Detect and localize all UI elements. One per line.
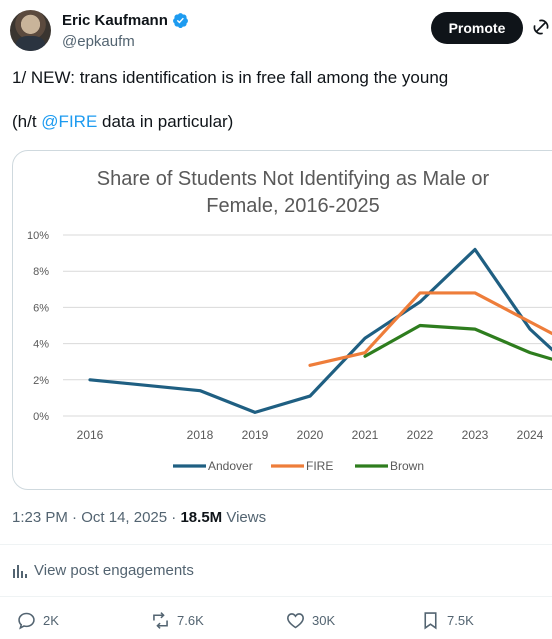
x-tick-label: 2016 [77, 428, 104, 442]
y-tick-label: 4% [33, 339, 49, 351]
tweet-line-1: 1/ NEW: trans identification is in free … [12, 68, 449, 87]
tweet-date[interactable]: Oct 14, 2025 [81, 509, 168, 526]
y-tick-label: 6% [33, 302, 49, 314]
bookmark-count: 7.5K [447, 613, 474, 628]
bookmark-icon [424, 612, 437, 630]
bookmark-button[interactable]: 7.5K [420, 610, 474, 631]
tweet-time[interactable]: 1:23 PM [12, 509, 68, 526]
author-name[interactable]: Eric Kaufmann [62, 12, 168, 29]
repost-button[interactable]: 7.6K [150, 610, 204, 631]
tweet-meta: 1:23 PM · Oct 14, 2025 · 18.5M Views [12, 509, 266, 526]
x-tick-label: 2021 [352, 428, 379, 442]
tweet-line-2-prefix: (h/t [12, 112, 42, 131]
repost-count: 7.6K [177, 613, 204, 628]
x-tick-label: 2020 [297, 428, 324, 442]
chart-title-line: Share of Students Not Identifying as Mal… [97, 168, 490, 190]
action-bar: 2K 7.6K 30K 7.5K [0, 608, 552, 638]
reply-button[interactable]: 2K [16, 610, 59, 631]
like-count: 30K [312, 613, 336, 628]
divider-bottom [0, 596, 552, 597]
author-handle[interactable]: @epkaufm [62, 33, 135, 50]
avatar[interactable] [10, 10, 51, 51]
analytics-icon [13, 564, 27, 578]
series-line-brown [363, 323, 552, 361]
legend-label-brown: Brown [390, 459, 424, 473]
views-count: 18.5M [180, 509, 223, 526]
tweet-line-2-suffix: data in particular) [97, 112, 234, 131]
engagements-label: View post engagements [34, 562, 194, 579]
grok-icon[interactable] [531, 17, 551, 37]
tweet-line-blank [12, 89, 542, 111]
series-line-fire [308, 291, 552, 367]
reply-count: 2K [43, 613, 59, 628]
y-tick-label: 10% [27, 230, 49, 242]
view-engagements-link[interactable]: View post engagements [12, 562, 194, 579]
x-tick-label: 2023 [462, 428, 489, 442]
tweet-header: Eric Kaufmann @epkaufm Promote [0, 0, 552, 62]
y-tick-label: 8% [33, 266, 49, 278]
repost-icon [153, 612, 168, 629]
legend-label-fire: FIRE [306, 459, 333, 473]
verified-badge-icon [172, 13, 188, 29]
promote-button[interactable]: Promote [431, 12, 523, 44]
heart-icon [287, 613, 304, 629]
meta-separator-2: · [167, 509, 181, 526]
x-tick-label: 2022 [407, 428, 434, 442]
author-name-row: Eric Kaufmann [62, 12, 189, 29]
y-tick-label: 2% [33, 375, 49, 387]
like-button[interactable]: 30K [285, 610, 335, 631]
views-label: Views [222, 509, 267, 526]
reply-icon [18, 612, 35, 630]
chart-title-line: Female, 2016-2025 [206, 195, 379, 217]
x-tick-label: 2024 [517, 428, 544, 442]
tweet-text: 1/ NEW: trans identification is in free … [12, 67, 542, 133]
avatar-shirt [16, 36, 45, 51]
meta-separator: · [67, 509, 82, 526]
tweet-media-chart[interactable]: Share of Students Not Identifying as Mal… [12, 150, 552, 490]
legend-label-andover: Andover [208, 459, 253, 473]
series-line-andover [88, 247, 552, 414]
line-chart: Share of Students Not Identifying as Mal… [27, 168, 552, 473]
tweet-line-2: (h/t @FIRE data in particular) [12, 111, 542, 133]
x-tick-label: 2019 [242, 428, 269, 442]
divider-top [0, 544, 552, 545]
mention-link[interactable]: @FIRE [41, 112, 98, 131]
x-tick-label: 2018 [187, 428, 214, 442]
y-tick-label: 0% [33, 411, 49, 423]
